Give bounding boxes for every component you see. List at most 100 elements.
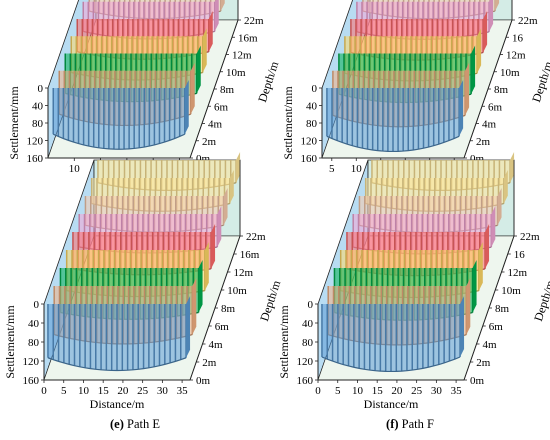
panel-caption: (f) Path F [386, 417, 434, 431]
y-tick-label: 160 [23, 375, 40, 387]
depth-axis-title: Depth/m [531, 278, 550, 323]
x-tick-label: 25 [411, 385, 423, 397]
series-side [465, 62, 470, 116]
y-axis-title: Settlement/mm [7, 86, 21, 160]
depth-tick-label: 4m [209, 339, 224, 351]
series-0m [321, 296, 465, 373]
depth-tick-label: 2m [476, 357, 491, 369]
x-tick-label: 0 [315, 385, 321, 397]
depth-tick-label: 22m [520, 231, 540, 243]
depth-tick-label: 0m [470, 375, 485, 387]
depth-tick-label: 6m [214, 101, 229, 113]
x-tick-label: 20 [117, 385, 129, 397]
series-edge [53, 133, 185, 150]
x-tick-label: 10 [78, 385, 90, 397]
x-tick-label: 5 [329, 163, 335, 175]
series-side [491, 206, 496, 248]
x-tick-label: 15 [372, 385, 384, 397]
depth-tick-label: 10m [227, 285, 247, 297]
y-tick-label: 40 [28, 318, 40, 330]
series-side [471, 45, 476, 95]
x-tick-label: 10 [352, 385, 364, 397]
series-side [204, 242, 209, 291]
caption-letter: (f) [386, 417, 399, 431]
series-side [477, 28, 482, 74]
series-side [485, 224, 490, 269]
depth-tick-label: 0m [196, 375, 211, 387]
depth-tick-label: 10m [500, 67, 520, 79]
chart-panel-4: 04080120160510152025300m2m4m6m8m10m12m16… [281, 0, 550, 209]
depth-tick-label: 16m [240, 249, 260, 261]
y-axis-title: Settlement/mm [3, 305, 17, 379]
y-tick-label: 40 [32, 101, 44, 113]
y-axis-title: Settlement/mm [277, 305, 291, 379]
depth-tick-label: 8m [221, 303, 236, 315]
series-side [198, 260, 203, 313]
y-tick-label: 0 [34, 299, 40, 311]
depth-tick-label: 4m [482, 119, 497, 131]
depth-tick-label: 12m [234, 267, 254, 279]
x-tick-label: 5 [61, 385, 67, 397]
series-side [196, 45, 201, 94]
y-tick-label: 120 [301, 136, 318, 148]
series-side [503, 170, 508, 204]
y-tick-label: 80 [302, 337, 314, 349]
series-side [472, 260, 477, 313]
x-tick-label: 15 [98, 385, 110, 397]
y-tick-label: 160 [297, 375, 314, 387]
y-tick-label: 0 [312, 83, 318, 95]
depth-tick-label: 6m [215, 321, 230, 333]
y-tick-label: 0 [38, 83, 44, 95]
x-tick-label: 30 [157, 385, 169, 397]
depth-tick-label: 22m [246, 231, 266, 243]
x-tick-label: 35 [177, 385, 189, 397]
x-tick-label: 25 [137, 385, 149, 397]
series-side [186, 296, 191, 358]
depth-tick-label: 16 [514, 249, 526, 261]
series-side [466, 278, 471, 335]
x-tick-label: 10 [351, 163, 363, 175]
x-axis-title: Distance/m [364, 397, 419, 411]
depth-tick-label: 16 [512, 32, 524, 44]
y-tick-label: 40 [302, 318, 314, 330]
caption-text: Path F [399, 417, 434, 431]
depth-tick-label: 4m [483, 339, 498, 351]
depth-tick-label: 8m [495, 303, 510, 315]
depth-tick-label: 6m [488, 101, 503, 113]
caption-text: Path E [124, 417, 160, 431]
y-tick-label: 160 [27, 153, 44, 165]
y-tick-label: 120 [297, 356, 314, 368]
series-side [192, 278, 197, 335]
x-tick-label: 35 [451, 385, 463, 397]
series-side [217, 206, 222, 247]
depth-tick-label: 12m [506, 50, 526, 62]
depth-tick-label: 16m [238, 32, 258, 44]
panel-caption: (e) Path E [110, 417, 160, 431]
x-tick-label: 20 [391, 385, 403, 397]
y-tick-label: 80 [306, 118, 318, 130]
series-side [229, 170, 234, 204]
x-tick-label: 5 [335, 385, 341, 397]
series-side [495, 0, 500, 12]
depth-tick-label: 4m [208, 119, 223, 131]
series-0m [52, 80, 189, 150]
y-tick-label: 160 [301, 153, 318, 165]
caption-letter: (e) [110, 417, 124, 431]
depth-tick-label: 10m [501, 285, 521, 297]
series-side [489, 0, 494, 32]
series-side [497, 188, 502, 226]
depth-axis-title: Depth/m [255, 59, 281, 104]
series-side [184, 80, 189, 135]
series-side [190, 62, 195, 115]
x-axis-title: Distance/m [90, 397, 145, 411]
depth-tick-label: 22m [244, 15, 264, 27]
series-side [202, 28, 207, 73]
series-edge [326, 135, 460, 153]
series-side [214, 0, 219, 32]
depth-tick-label: 2m [476, 136, 491, 148]
depth-tick-label: 2m [202, 136, 217, 148]
series-side [478, 242, 483, 291]
depth-tick-label: 10m [226, 67, 246, 79]
